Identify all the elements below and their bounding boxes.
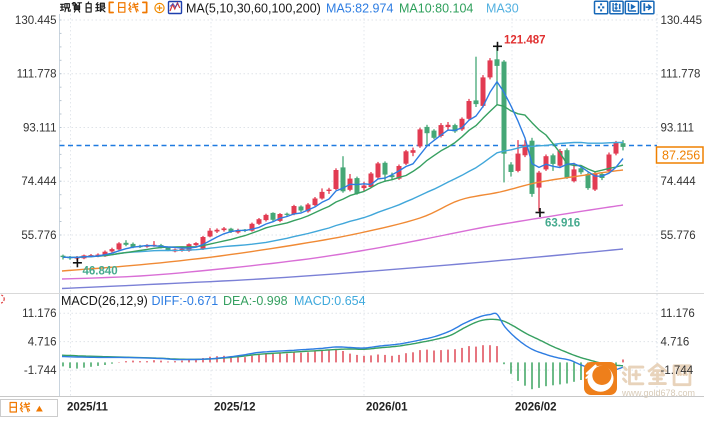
svg-text:93.111: 93.111 xyxy=(661,122,694,134)
svg-text:87.256: 87.256 xyxy=(662,149,700,163)
svg-text:2026/02: 2026/02 xyxy=(515,402,557,414)
svg-text:4.716: 4.716 xyxy=(28,336,57,348)
svg-text:MACD(26,12,9): MACD(26,12,9) xyxy=(61,294,148,308)
svg-text:46.840: 46.840 xyxy=(83,266,118,278)
svg-text:2026/01: 2026/01 xyxy=(366,402,408,414)
svg-text:55.776: 55.776 xyxy=(661,230,696,242)
svg-text:55.776: 55.776 xyxy=(21,230,56,242)
svg-text:MA30: MA30 xyxy=(486,2,519,16)
svg-text:DIFF:-0.671: DIFF:-0.671 xyxy=(152,294,219,308)
svg-text:MA(5,10,30,60,100,200): MA(5,10,30,60,100,200) xyxy=(186,2,321,16)
svg-text:MACD:0.654: MACD:0.654 xyxy=(294,294,366,308)
svg-text:www.gold678.com: www.gold678.com xyxy=(621,388,695,398)
svg-text:111.778: 111.778 xyxy=(661,69,701,81)
svg-text:2025/11: 2025/11 xyxy=(67,402,109,414)
svg-text:74.444: 74.444 xyxy=(21,176,57,188)
svg-text:DEA:-0.998: DEA:-0.998 xyxy=(223,294,288,308)
svg-text:11.176: 11.176 xyxy=(661,308,695,320)
svg-text:-1.744: -1.744 xyxy=(661,365,694,377)
svg-text:2025/12: 2025/12 xyxy=(214,402,256,414)
svg-text:MA5:82.974: MA5:82.974 xyxy=(326,2,393,16)
svg-text:130.445: 130.445 xyxy=(15,15,57,27)
svg-text:63.916: 63.916 xyxy=(545,218,580,230)
svg-text:MA10:80.104: MA10:80.104 xyxy=(399,2,473,16)
svg-text:130.445: 130.445 xyxy=(661,15,703,27)
svg-text:4.716: 4.716 xyxy=(661,336,690,348)
svg-text:111.778: 111.778 xyxy=(17,69,57,81)
svg-text:11.176: 11.176 xyxy=(22,308,56,320)
svg-text:74.444: 74.444 xyxy=(661,176,697,188)
svg-text:93.111: 93.111 xyxy=(23,122,56,134)
svg-text:-1.744: -1.744 xyxy=(24,365,57,377)
svg-text:121.487: 121.487 xyxy=(504,35,546,47)
